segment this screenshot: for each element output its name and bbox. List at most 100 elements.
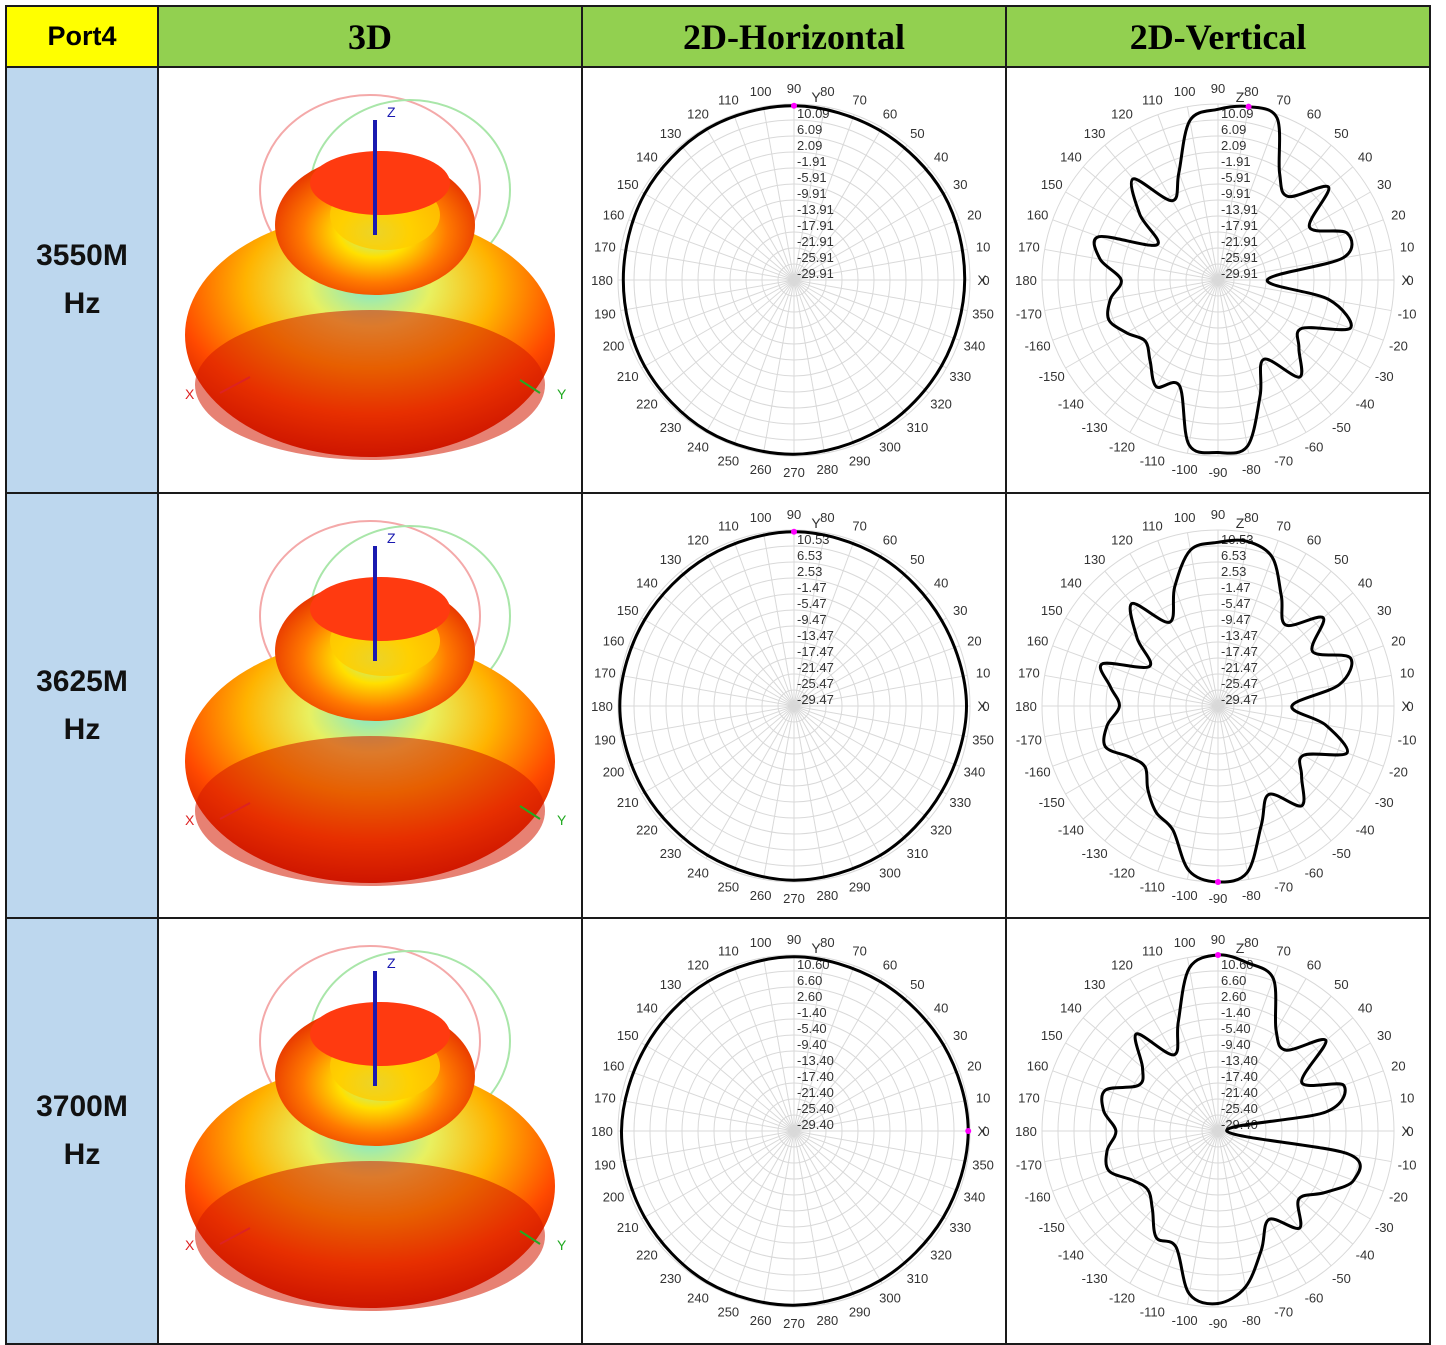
angle-tick-label: 70 [1276, 518, 1290, 533]
angle-tick-label: 110 [718, 944, 739, 959]
angle-tick-label: 10 [976, 665, 990, 680]
grid-spoke [1082, 705, 1219, 820]
grid-spoke [1186, 279, 1219, 454]
angle-tick-label: -120 [1109, 439, 1135, 454]
grid-spoke [620, 1100, 795, 1132]
y-axis-label: Y [557, 386, 567, 402]
angle-tick-label: -130 [1082, 846, 1108, 861]
ring-value-label: 6.53 [797, 548, 822, 563]
angle-tick-label: -140 [1058, 1248, 1084, 1263]
angle-tick-label: 90 [1211, 507, 1225, 522]
grid-spoke [620, 248, 795, 281]
angle-tick-label: 30 [1377, 603, 1391, 618]
ring-value-label: -25.40 [1221, 1101, 1258, 1116]
angle-tick-label: 30 [1377, 1028, 1391, 1043]
ring-value-label: -5.47 [1221, 596, 1251, 611]
angle-tick-label: -90 [1209, 1316, 1228, 1331]
grid-spoke [680, 1130, 795, 1267]
peak-marker [965, 1128, 972, 1135]
angle-tick-label: 140 [1060, 575, 1082, 590]
grid-spoke [1217, 705, 1279, 872]
angle-tick-label: 170 [594, 665, 616, 680]
grid-spoke [680, 996, 795, 1132]
angle-tick-label: 170 [594, 240, 616, 255]
grid-spoke [793, 996, 908, 1132]
angle-tick-label: 140 [636, 150, 658, 165]
ring-value-label: -17.91 [797, 218, 834, 233]
grid-spoke [1186, 106, 1219, 281]
grid-spoke [1217, 570, 1332, 706]
grid-spoke [620, 705, 795, 737]
grid-spoke [1052, 279, 1219, 341]
grid-spoke [793, 705, 968, 737]
angle-tick-label: -40 [1356, 822, 1375, 837]
angle-tick-label: 30 [1377, 177, 1391, 192]
grid-spoke [793, 279, 908, 416]
ring-value-label: -21.47 [797, 660, 834, 675]
angle-tick-label: 200 [603, 764, 625, 779]
angle-tick-label: 320 [930, 396, 952, 411]
grid-spoke [1217, 114, 1279, 281]
grid-spoke [793, 1017, 930, 1132]
ring-value-label: -13.91 [797, 202, 834, 217]
z-axis-label: Z [387, 955, 396, 971]
grid-spoke [1217, 1131, 1250, 1305]
grid-spoke [1052, 1130, 1219, 1192]
grid-spoke [628, 279, 795, 341]
angle-tick-label: 290 [849, 453, 871, 468]
grid-spoke [1104, 705, 1219, 841]
grid-spoke [793, 540, 855, 706]
angle-tick-label: -110 [1140, 1305, 1165, 1320]
angle-tick-label: 40 [1358, 150, 1372, 165]
angle-tick-label: 250 [717, 879, 739, 894]
angle-tick-label: 120 [1111, 532, 1133, 547]
angle-tick-label: -100 [1172, 1313, 1198, 1328]
angle-tick-label: 300 [879, 439, 901, 454]
angle-tick-label: -40 [1356, 396, 1375, 411]
ring-value-label: -21.40 [797, 1085, 834, 1100]
grid-spoke [1217, 705, 1384, 767]
angle-tick-label: 160 [1027, 633, 1049, 648]
angle-tick-label: 0 [1406, 699, 1413, 714]
grid-spoke [1052, 644, 1219, 707]
grid-spoke [658, 279, 795, 394]
lobe-shadow [195, 310, 545, 460]
ring-value-label: 6.60 [1221, 973, 1246, 988]
y-axis-line [519, 379, 541, 394]
ring-value-label: 2.60 [1221, 989, 1246, 1004]
grid-spoke [793, 978, 883, 1132]
grid-spoke [680, 705, 795, 841]
ring-value-label: -17.40 [797, 1069, 834, 1084]
v-pattern-cell: 0 10 20 30 40 50 60 70 80 90 100 110 120 130 140 150 160… [1005, 66, 1431, 494]
angle-tick-label: -150 [1039, 369, 1065, 384]
ring-value-label: -17.47 [1221, 644, 1258, 659]
axis-tag-right: X [1401, 1123, 1411, 1139]
angle-tick-label: 140 [636, 1001, 658, 1016]
angle-tick-label: 290 [849, 879, 871, 894]
angle-tick-label: 320 [930, 1248, 952, 1263]
grid-spoke [1217, 279, 1354, 394]
angle-tick-label: 280 [816, 1313, 838, 1328]
peak-marker [1245, 103, 1252, 110]
x-axis-label: X [185, 386, 195, 402]
angle-tick-label: 310 [907, 420, 929, 435]
3d-pattern-3550: Z X Y [185, 94, 567, 460]
angle-tick-label: 270 [783, 1316, 805, 1331]
angle-tick-label: 180 [1015, 699, 1037, 714]
angle-tick-label: 40 [934, 150, 948, 165]
angle-tick-label: 340 [964, 339, 986, 354]
grid-spoke [1217, 106, 1250, 281]
angle-tick-label: 20 [1391, 633, 1405, 648]
pattern-trace [1100, 953, 1362, 1306]
x-axis-label: X [185, 1237, 195, 1253]
angle-tick-label: 160 [1027, 207, 1049, 222]
angle-tick-label: 250 [717, 453, 739, 468]
grid-spoke [793, 248, 968, 281]
angle-tick-label: 230 [660, 846, 682, 861]
angle-tick-label: 20 [967, 633, 981, 648]
grid-spoke [1217, 705, 1332, 841]
freq-label-3625: 3625M Hz [5, 491, 159, 920]
grid-spoke [793, 219, 960, 281]
angle-tick-label: 80 [820, 84, 834, 99]
angle-tick-label: 50 [1334, 551, 1348, 566]
